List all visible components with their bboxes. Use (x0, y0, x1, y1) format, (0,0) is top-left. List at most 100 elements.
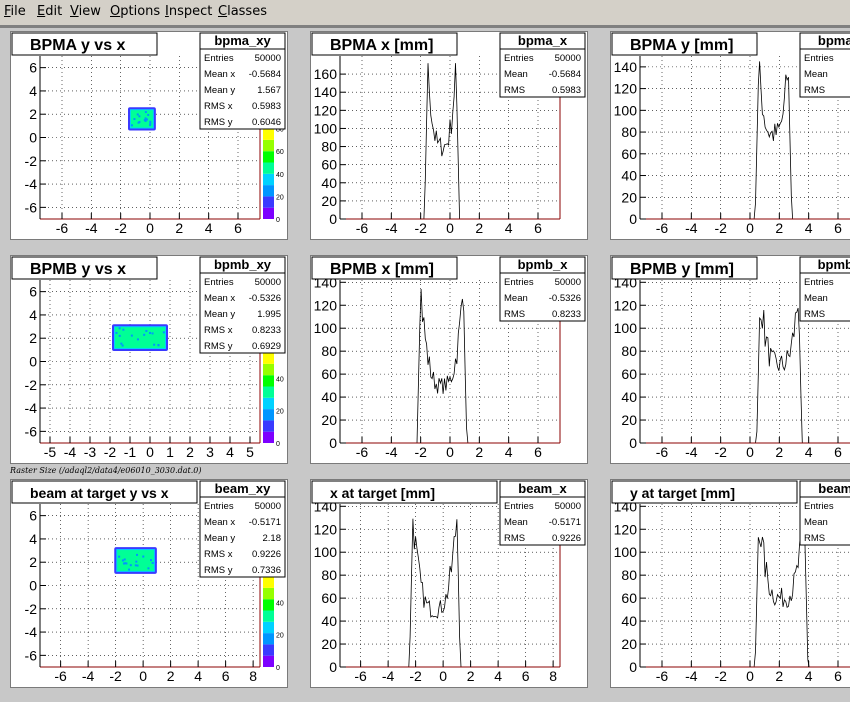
palette-tick-label: 40 (276, 376, 284, 383)
y-tick-label: 0 (629, 659, 637, 675)
beam-cell (122, 559, 124, 561)
stats-name: beam_xy (215, 481, 271, 496)
menu-inspect[interactable]: Inspect (165, 4, 212, 19)
stats-value: 0.7336 (252, 565, 281, 576)
menu-file[interactable]: File (4, 4, 26, 19)
palette-bin (263, 353, 274, 364)
x-tick-label: 0 (446, 220, 454, 236)
x-tick-label: -6 (54, 668, 67, 684)
x-tick-label: 0 (439, 668, 447, 684)
palette-bin (263, 387, 274, 398)
beam-cell (135, 561, 137, 563)
x-tick-label: -4 (385, 220, 398, 236)
beam-cell (128, 569, 130, 571)
y-tick-label: 40 (621, 389, 637, 405)
stats-value: 0.5983 (552, 85, 581, 96)
stats-value: 1.567 (257, 85, 281, 96)
x-tick-label: -6 (56, 220, 69, 236)
stats-label: Entries (804, 277, 834, 288)
beam-cell (119, 335, 121, 337)
beam-cell (137, 565, 139, 567)
y-tick-label: 80 (321, 567, 337, 583)
menu-options[interactable]: Options (110, 4, 160, 19)
beam-cell (118, 556, 120, 558)
beam-cell (136, 554, 138, 556)
beam-cell (163, 331, 165, 333)
y-tick-label: 4 (29, 531, 37, 547)
stats-label: Mean x (204, 293, 235, 304)
stats-name: bpma_x (518, 33, 568, 48)
y-tick-label: 0 (29, 354, 37, 370)
stats-value: -0.5684 (249, 69, 281, 80)
x-tick-label: 0 (146, 444, 154, 460)
stats-value: 0.8233 (552, 309, 581, 320)
x-tick-label: -4 (685, 220, 698, 236)
x-tick-label: 2 (467, 668, 475, 684)
stats-name: beam_x (518, 481, 567, 496)
x-tick-label: -6 (356, 444, 369, 460)
palette-bin (263, 656, 274, 667)
beam-cell (142, 556, 144, 558)
x-tick-label: -6 (656, 220, 669, 236)
beam-cell (131, 335, 133, 337)
palette-bin (263, 420, 274, 431)
y-tick-label: 100 (614, 320, 638, 336)
beam-cell (147, 114, 149, 116)
palette-bin (263, 174, 274, 185)
stats-label: RMS x (204, 325, 233, 336)
x-tick-label: 2 (175, 220, 183, 236)
palette-bin (263, 129, 274, 140)
stats-label: Entries (504, 501, 534, 512)
palette-bin (263, 622, 274, 633)
palette-bin (263, 398, 274, 409)
menu-edit[interactable]: Edit (37, 4, 62, 19)
beam-cell (149, 121, 151, 123)
beam-cell (119, 327, 121, 329)
stats-label: RMS x (204, 549, 233, 560)
beam-cell (138, 115, 140, 117)
stats-label: Mean y (204, 85, 235, 96)
stats-label: RMS x (204, 101, 233, 112)
stats-value: 50000 (255, 501, 281, 512)
x-tick-label: 0 (746, 668, 754, 684)
y-tick-label: 120 (314, 102, 338, 118)
y-tick-label: 0 (329, 435, 337, 451)
stats-value: 0.9226 (552, 533, 581, 544)
y-tick-label: 120 (614, 297, 638, 313)
x-tick-label: -4 (82, 668, 95, 684)
y-tick-label: 6 (29, 284, 37, 300)
y-tick-label: 0 (629, 211, 637, 227)
palette-bin (263, 140, 274, 151)
menu-classes[interactable]: Classes (218, 4, 267, 19)
x-tick-label: -1 (124, 444, 137, 460)
palette-bin (263, 163, 274, 174)
beam-cell (150, 559, 152, 561)
y-tick-label: 40 (321, 613, 337, 629)
stats-label: Entries (804, 53, 834, 64)
y-tick-label: 0 (29, 130, 37, 146)
x-tick-label: 0 (746, 220, 754, 236)
stats-value: 50000 (555, 501, 581, 512)
stats-value: 0.8233 (252, 325, 281, 336)
beam-cell (143, 334, 145, 336)
menu-view[interactable]: View (70, 4, 101, 19)
y-tick-label: 20 (621, 412, 637, 428)
x-tick-label: 1 (166, 444, 174, 460)
y-tick-label: 140 (614, 59, 638, 75)
y-tick-label: -2 (25, 601, 38, 617)
stats-label: Mean x (204, 517, 235, 528)
palette-bin (263, 151, 274, 162)
x-tick-label: -6 (356, 220, 369, 236)
y-tick-label: 100 (614, 544, 638, 560)
